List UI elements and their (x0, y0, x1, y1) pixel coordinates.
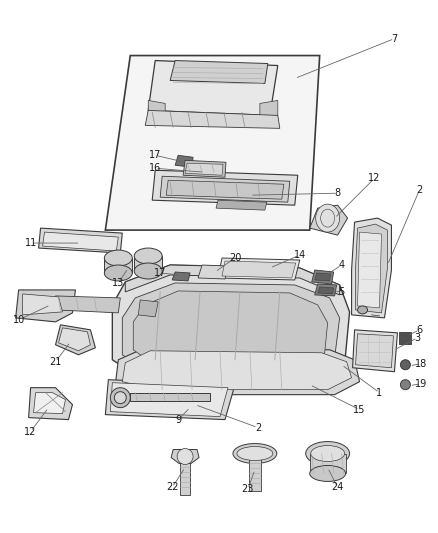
Polygon shape (166, 180, 284, 199)
Text: 1: 1 (376, 387, 382, 398)
Polygon shape (218, 258, 300, 280)
Polygon shape (222, 261, 296, 278)
Polygon shape (115, 348, 360, 394)
Polygon shape (145, 110, 280, 128)
Polygon shape (170, 61, 268, 84)
Bar (399, 332, 411, 344)
Polygon shape (152, 170, 298, 205)
Polygon shape (133, 291, 328, 365)
Text: 12: 12 (368, 173, 381, 183)
Ellipse shape (316, 204, 339, 232)
Polygon shape (356, 334, 393, 368)
Text: 2: 2 (416, 185, 423, 195)
Polygon shape (310, 205, 348, 235)
Text: 9: 9 (175, 415, 181, 425)
Polygon shape (23, 294, 63, 315)
Polygon shape (312, 270, 334, 284)
Polygon shape (59, 328, 90, 351)
Text: 24: 24 (332, 482, 344, 492)
Polygon shape (216, 200, 267, 210)
Polygon shape (314, 273, 331, 281)
Ellipse shape (134, 248, 162, 264)
Polygon shape (112, 265, 350, 378)
Ellipse shape (400, 360, 410, 370)
Polygon shape (106, 55, 320, 230)
Ellipse shape (104, 250, 132, 266)
Polygon shape (183, 160, 226, 177)
Text: 20: 20 (229, 253, 241, 263)
Text: 7: 7 (391, 34, 398, 44)
Text: 11: 11 (25, 238, 37, 248)
Polygon shape (314, 284, 337, 296)
Polygon shape (138, 300, 158, 317)
Polygon shape (42, 232, 118, 251)
Ellipse shape (357, 306, 367, 314)
Polygon shape (353, 330, 397, 372)
Ellipse shape (311, 446, 345, 462)
Ellipse shape (306, 441, 350, 465)
Ellipse shape (310, 465, 346, 481)
Text: 19: 19 (415, 378, 427, 389)
Bar (249, 459, 261, 491)
Polygon shape (106, 379, 235, 419)
Polygon shape (122, 351, 352, 390)
Polygon shape (352, 218, 392, 318)
Ellipse shape (400, 379, 410, 390)
Polygon shape (260, 100, 278, 118)
Text: 6: 6 (416, 325, 422, 335)
Text: 10: 10 (13, 315, 25, 325)
Polygon shape (356, 224, 388, 313)
Bar (180, 464, 190, 495)
Text: 15: 15 (353, 405, 366, 415)
Text: 16: 16 (149, 163, 161, 173)
Text: 14: 14 (293, 250, 306, 260)
Text: 3: 3 (414, 333, 420, 343)
Polygon shape (110, 383, 228, 417)
Ellipse shape (233, 443, 277, 464)
Polygon shape (185, 163, 223, 175)
Polygon shape (318, 287, 334, 294)
Polygon shape (125, 265, 339, 295)
Text: 23: 23 (242, 484, 254, 495)
Text: 2: 2 (255, 423, 261, 433)
Polygon shape (122, 283, 339, 371)
Polygon shape (56, 296, 120, 313)
Text: 18: 18 (415, 359, 427, 369)
Polygon shape (16, 290, 75, 322)
Ellipse shape (114, 392, 126, 403)
Text: 17: 17 (154, 268, 166, 278)
Polygon shape (148, 100, 165, 118)
Polygon shape (198, 265, 228, 279)
Text: 17: 17 (149, 150, 161, 160)
Polygon shape (172, 272, 190, 281)
Ellipse shape (177, 449, 193, 464)
Polygon shape (34, 393, 66, 414)
Text: 21: 21 (49, 357, 62, 367)
Polygon shape (175, 155, 193, 167)
Polygon shape (39, 228, 122, 253)
Polygon shape (56, 325, 95, 355)
Text: 8: 8 (335, 188, 341, 198)
Bar (130, 393, 210, 401)
Text: 4: 4 (339, 260, 345, 270)
Ellipse shape (110, 387, 130, 408)
Bar (310, 454, 346, 473)
Polygon shape (181, 400, 199, 410)
Polygon shape (160, 176, 290, 202)
Ellipse shape (237, 447, 273, 461)
Text: 12: 12 (25, 426, 37, 437)
Polygon shape (28, 387, 72, 419)
Polygon shape (178, 397, 202, 411)
Polygon shape (357, 232, 381, 308)
Text: 13: 13 (112, 278, 124, 288)
Ellipse shape (104, 265, 132, 281)
Text: 5: 5 (339, 287, 345, 297)
Polygon shape (148, 61, 278, 116)
Ellipse shape (134, 263, 162, 279)
Polygon shape (171, 449, 199, 464)
Bar (134, 256, 162, 271)
Bar (104, 258, 132, 273)
Text: 22: 22 (166, 482, 178, 492)
